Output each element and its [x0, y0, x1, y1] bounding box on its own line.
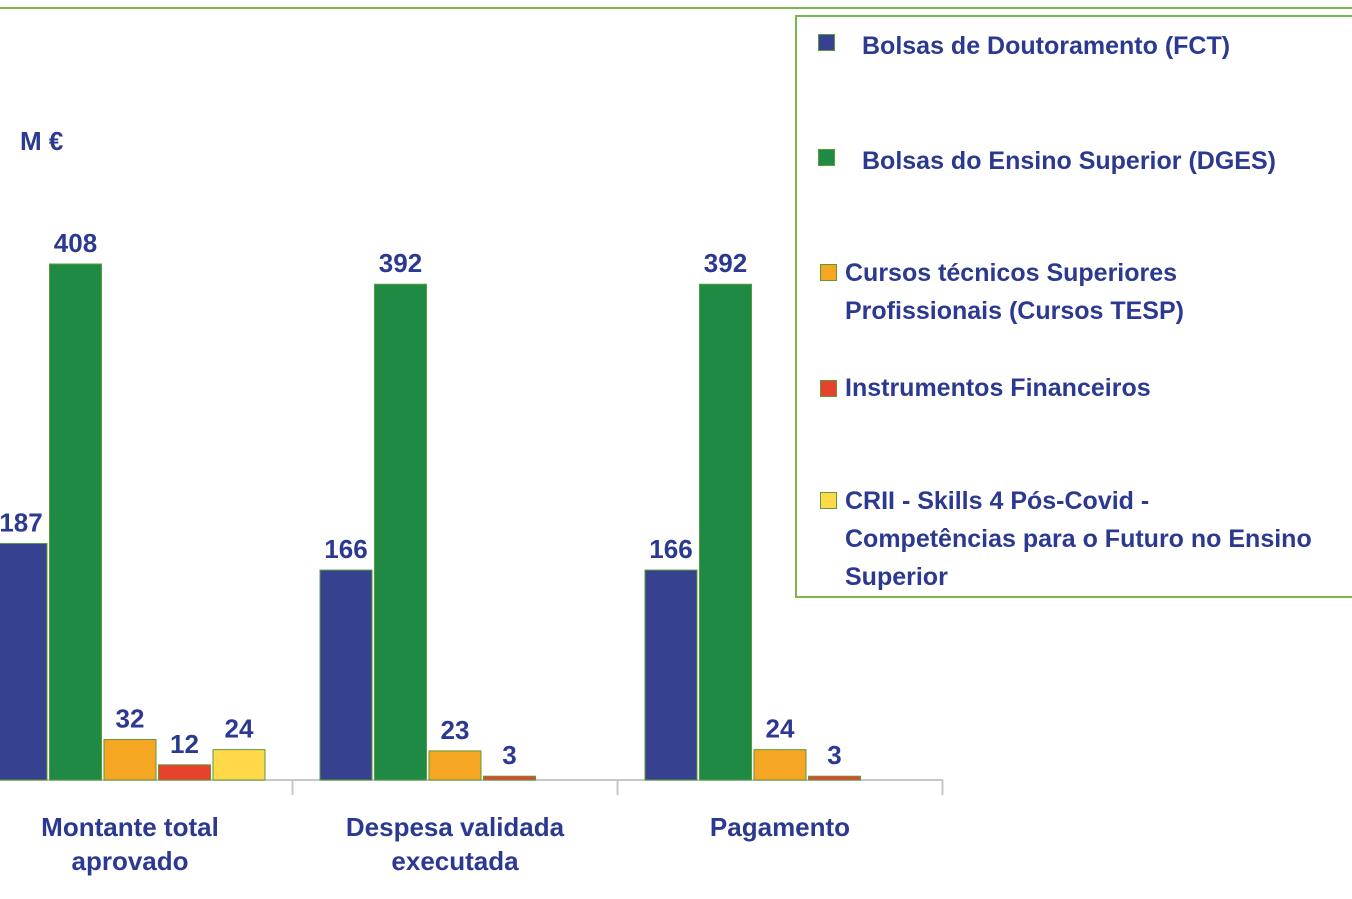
data-label: 32 [116, 704, 145, 734]
data-label: 408 [54, 228, 97, 258]
bar [49, 263, 102, 781]
bar [212, 749, 266, 781]
data-label: 166 [324, 534, 367, 564]
bar [428, 750, 482, 781]
legend-label: Bolsas de Doutoramento (FCT) [862, 32, 1231, 60]
legend-swatch [820, 492, 837, 509]
legend-label: Bolsas do Ensino Superior (DGES) [862, 147, 1276, 175]
bar [753, 749, 807, 781]
legend [795, 15, 1352, 598]
data-label: 166 [649, 534, 692, 564]
x-tick-label: Despesa validada executada [345, 812, 565, 876]
data-label: 24 [225, 714, 254, 744]
data-label: 12 [170, 729, 199, 759]
data-label: 392 [704, 248, 747, 278]
data-label: 187 [0, 508, 43, 538]
unit-label: M € [20, 126, 63, 156]
bar [158, 764, 211, 781]
data-label: 3 [502, 740, 516, 770]
bar [374, 283, 427, 781]
bar [644, 569, 698, 781]
x-tick-label: Montante total aprovado [41, 812, 219, 876]
bar [699, 283, 752, 781]
legend-swatch [818, 149, 835, 166]
bar [0, 543, 48, 781]
x-tick-label: Pagamento [709, 812, 851, 842]
legend-swatch [818, 34, 835, 51]
data-label: 23 [441, 715, 470, 745]
data-label: 3 [827, 740, 841, 770]
legend-label: Instrumentos Financeiros [845, 374, 1151, 402]
bar [483, 775, 536, 781]
data-label: 392 [379, 248, 422, 278]
bar [808, 775, 861, 781]
data-label: 24 [766, 714, 795, 744]
legend-label: CRII - Skills 4 Pós-Covid - Competências… [845, 487, 1312, 591]
bar [319, 569, 373, 781]
legend-swatch [820, 380, 837, 397]
bar [103, 739, 157, 781]
legend-swatch [820, 264, 837, 281]
legend-label: Cursos técnicos Superiores Profissionais… [845, 259, 1184, 325]
